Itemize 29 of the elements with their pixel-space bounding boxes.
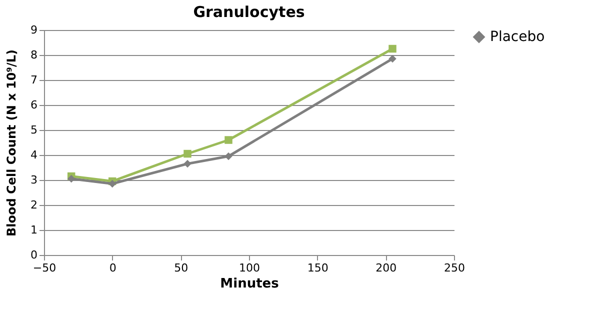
y-axis-title: Blood Cell Count (N x 10⁹/L) (4, 49, 18, 237)
x-tick-label: −50 (32, 262, 56, 274)
y-tick-label: 8 (30, 48, 38, 62)
y-tick-label: 1 (30, 224, 38, 236)
point (67, 174, 76, 183)
point (108, 180, 116, 188)
x-tick-label: 50 (174, 262, 188, 274)
y-tick-label: 2 (30, 198, 38, 212)
legend-label: Placebo (490, 29, 545, 45)
x-tick-label: 0 (109, 262, 116, 274)
point (184, 150, 192, 158)
x-tick-label: 200 (376, 262, 397, 274)
chart-title: Granulocytes (193, 3, 305, 21)
point (388, 54, 396, 63)
y-tick-label: 0 (30, 248, 38, 262)
y-tick-label: 5 (30, 124, 38, 136)
x-tick-label: 150 (307, 262, 328, 274)
x-tick-label: 250 (444, 262, 465, 274)
point (224, 152, 232, 160)
x-tick-label: 100 (239, 262, 260, 274)
point (388, 44, 396, 53)
y-tick-label: 7 (30, 74, 38, 86)
point (184, 160, 192, 168)
point (224, 136, 232, 144)
y-tick-label: 4 (30, 148, 38, 162)
y-tick-label: 9 (30, 24, 38, 36)
x-axis-title: Minutes (220, 276, 280, 292)
y-tick-label: 6 (30, 98, 38, 112)
y-tick-label: 3 (30, 174, 38, 186)
